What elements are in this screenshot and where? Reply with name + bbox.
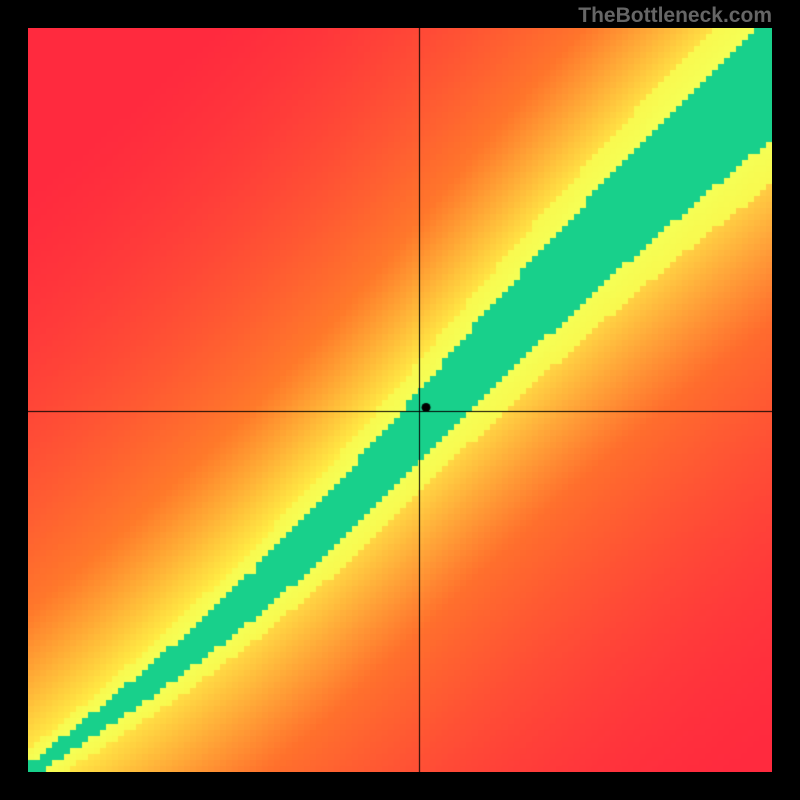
chart-container: TheBottleneck.com — [0, 0, 800, 800]
heatmap-canvas — [28, 28, 772, 772]
watermark-text: TheBottleneck.com — [578, 4, 772, 28]
plot-area — [28, 28, 772, 772]
